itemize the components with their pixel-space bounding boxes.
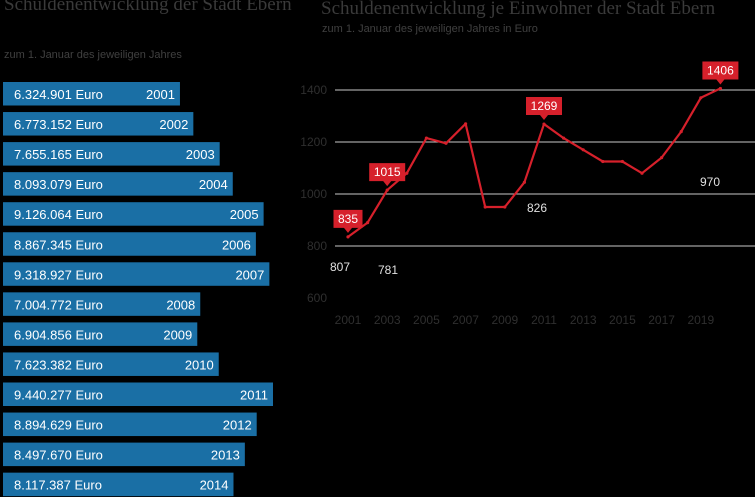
bar-2004 bbox=[3, 172, 233, 196]
callout-label: 835 bbox=[338, 212, 358, 226]
bar-year-label: 2001 bbox=[146, 87, 175, 102]
callout-box bbox=[369, 163, 406, 187]
bar-2005 bbox=[3, 202, 264, 226]
bar-year-label: 2013 bbox=[211, 448, 240, 463]
bar-amount-label: 6.773.152 Euro bbox=[14, 117, 103, 132]
data-point-2014 bbox=[601, 159, 605, 164]
bar-amount-label: 9.318.927 Euro bbox=[14, 267, 103, 282]
y-tick-label: 1400 bbox=[300, 83, 327, 97]
bar-2011 bbox=[3, 382, 273, 406]
left-chart-subtitle: zum 1. Januar des jeweiligen Jahres bbox=[4, 49, 182, 61]
callout-label: 1406 bbox=[707, 63, 734, 77]
bar-year-label: 2008 bbox=[166, 297, 195, 312]
callout-label: 1015 bbox=[374, 165, 401, 179]
bar-year-label: 2010 bbox=[185, 357, 214, 372]
data-point-2015 bbox=[620, 159, 625, 164]
callout-box bbox=[333, 209, 363, 233]
bar-year-label: 2011 bbox=[240, 388, 268, 403]
bar-year-label: 2005 bbox=[230, 207, 259, 222]
bar-year-label: 2003 bbox=[186, 147, 215, 162]
bar-amount-label: 9.440.277 Euro bbox=[14, 388, 103, 403]
bar-year-label: 2012 bbox=[223, 418, 252, 433]
data-point-2001 bbox=[346, 235, 350, 239]
x-tick-label: 2013 bbox=[570, 313, 597, 327]
bar-amount-label: 7.004.772 Euro bbox=[14, 297, 103, 312]
x-tick-label: 2007 bbox=[452, 313, 479, 327]
bar-amount-label: 6.904.856 Euro bbox=[14, 327, 103, 342]
bar-amount-label: 7.623.382 Euro bbox=[14, 357, 103, 372]
data-point-2006 bbox=[444, 141, 448, 145]
data-point-2018 bbox=[679, 130, 683, 134]
data-point-2011 bbox=[542, 122, 546, 126]
y-tick-label: 1200 bbox=[300, 135, 327, 149]
bar-amount-label: 7.655.165 Euro bbox=[14, 147, 103, 162]
data-point-2013 bbox=[581, 148, 585, 152]
annotation-label: 807 bbox=[330, 260, 350, 274]
data-point-2020 bbox=[718, 86, 723, 91]
bar-2008 bbox=[3, 292, 201, 316]
bar-amount-label: 8.117.387 Euro bbox=[14, 478, 102, 493]
bar-2014 bbox=[3, 472, 234, 497]
data-point-2016 bbox=[640, 171, 644, 175]
x-tick-label: 2015 bbox=[609, 313, 636, 327]
callout-label: 1269 bbox=[531, 99, 558, 113]
x-tick-label: 2011 bbox=[531, 313, 557, 327]
data-point-2005 bbox=[424, 136, 428, 140]
right-chart-title: Schuldenentwicklung je Einwohner der Sta… bbox=[321, 0, 716, 19]
data-point-2019 bbox=[699, 96, 703, 100]
bar-2013 bbox=[3, 442, 245, 467]
x-tick-label: 2001 bbox=[335, 313, 362, 327]
bar-2010 bbox=[3, 352, 219, 376]
right-chart-subtitle: zum 1. Januar des jeweiligen Jahres in E… bbox=[322, 23, 538, 35]
y-tick-label: 600 bbox=[307, 291, 327, 305]
bar-2001 bbox=[3, 82, 180, 106]
bar-amount-label: 8.497.670 Euro bbox=[14, 448, 103, 463]
bar-amount-label: 8.093.079 Euro bbox=[14, 177, 103, 192]
data-point-2017 bbox=[660, 156, 664, 160]
left-chart-title: Schuldenentwicklung der Stadt Ebern bbox=[4, 0, 292, 15]
data-point-2002 bbox=[366, 221, 370, 225]
data-point-2009 bbox=[503, 205, 507, 209]
y-tick-label: 800 bbox=[307, 239, 327, 253]
data-point-2003 bbox=[385, 188, 389, 192]
bar-2003 bbox=[3, 142, 220, 166]
x-tick-label: 2003 bbox=[374, 313, 401, 327]
x-tick-label: 2019 bbox=[687, 313, 714, 327]
data-point-2007 bbox=[464, 122, 468, 126]
data-point-2008 bbox=[483, 205, 487, 209]
bar-2002 bbox=[3, 112, 194, 136]
y-tick-label: 1000 bbox=[300, 187, 327, 201]
data-point-2012 bbox=[562, 136, 566, 140]
annotation-label: 970 bbox=[700, 175, 720, 189]
x-tick-label: 2005 bbox=[413, 313, 440, 327]
bar-2012 bbox=[3, 412, 257, 437]
annotation-label: 781 bbox=[378, 263, 398, 277]
bar-amount-label: 9.126.064 Euro bbox=[14, 207, 103, 222]
bar-2009 bbox=[3, 322, 198, 346]
x-tick-label: 2017 bbox=[648, 313, 675, 327]
bar-year-label: 2004 bbox=[199, 177, 228, 192]
bar-2006 bbox=[3, 232, 256, 256]
data-point-2004 bbox=[405, 171, 409, 175]
bar-amount-label: 8.867.345 Euro bbox=[14, 237, 103, 252]
callout-box bbox=[526, 97, 562, 121]
data-point-2010 bbox=[522, 180, 527, 184]
bar-year-label: 2014 bbox=[200, 478, 229, 493]
bar-year-label: 2007 bbox=[235, 267, 264, 282]
bar-amount-label: 6.324.901 Euro bbox=[14, 87, 103, 102]
series-line bbox=[347, 87, 721, 238]
bar-year-label: 2009 bbox=[163, 327, 192, 342]
x-tick-label: 2009 bbox=[491, 313, 518, 327]
bar-year-label: 2006 bbox=[222, 237, 251, 252]
annotation-label: 826 bbox=[527, 201, 547, 215]
bar-2007 bbox=[3, 262, 270, 286]
callout-box bbox=[702, 61, 739, 85]
bar-year-label: 2002 bbox=[159, 117, 188, 132]
bar-amount-label: 8.894.629 Euro bbox=[14, 418, 103, 433]
